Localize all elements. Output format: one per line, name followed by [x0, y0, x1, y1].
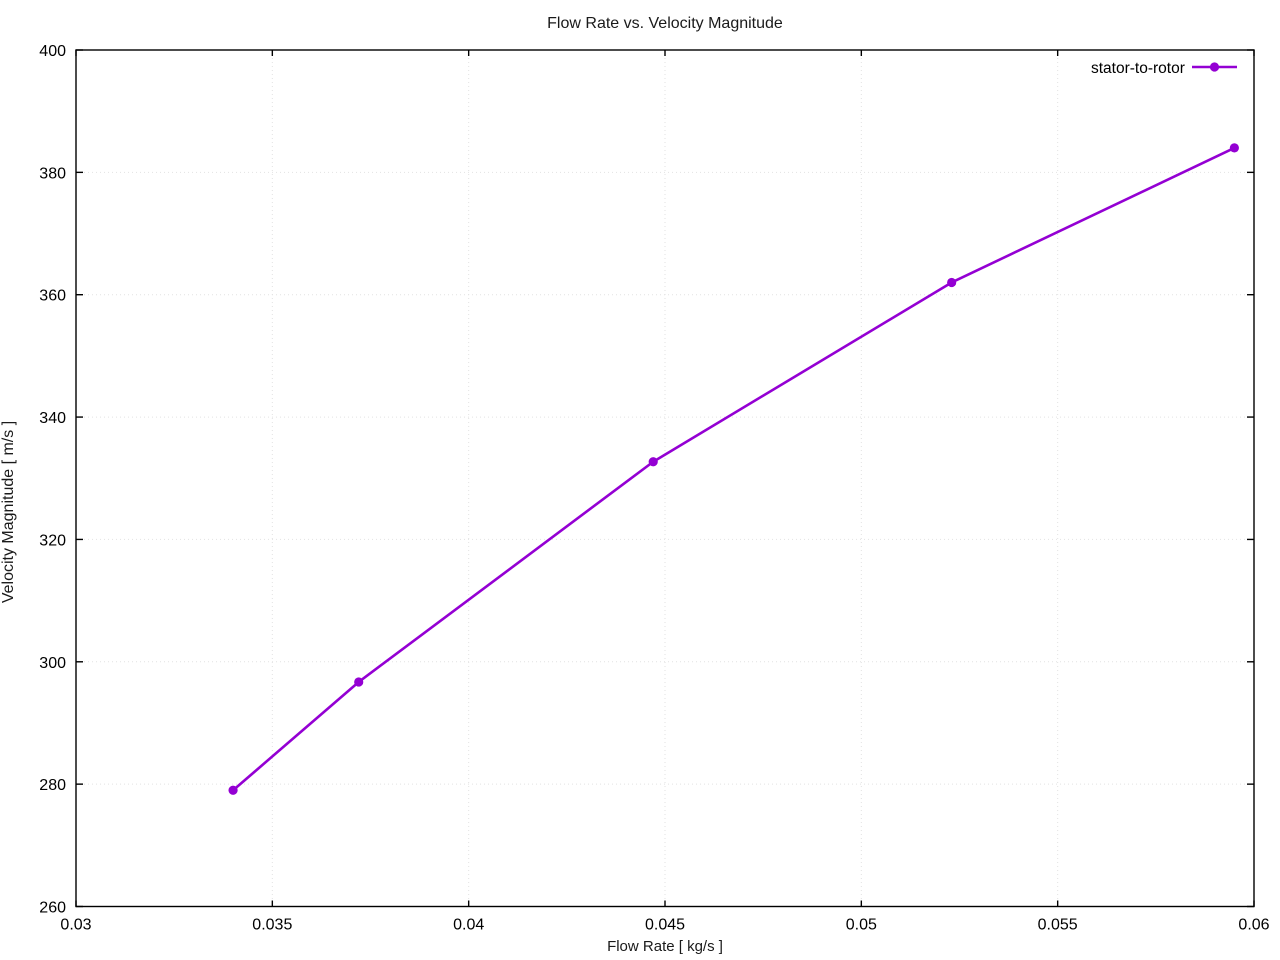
svg-text:0.05: 0.05	[846, 917, 877, 934]
svg-text:380: 380	[39, 165, 66, 182]
svg-text:400: 400	[39, 43, 66, 60]
svg-text:0.03: 0.03	[60, 917, 91, 934]
svg-text:0.055: 0.055	[1038, 917, 1078, 934]
svg-text:320: 320	[39, 532, 66, 549]
svg-text:300: 300	[39, 655, 66, 672]
svg-text:260: 260	[39, 900, 66, 917]
svg-text:0.035: 0.035	[252, 917, 292, 934]
svg-text:0.04: 0.04	[453, 917, 484, 934]
svg-text:0.045: 0.045	[645, 917, 685, 934]
svg-text:0.06: 0.06	[1238, 917, 1269, 934]
svg-text:360: 360	[39, 288, 66, 305]
svg-text:340: 340	[39, 410, 66, 427]
svg-text:stator-to-rotor: stator-to-rotor	[1091, 60, 1185, 77]
svg-text:280: 280	[39, 777, 66, 794]
